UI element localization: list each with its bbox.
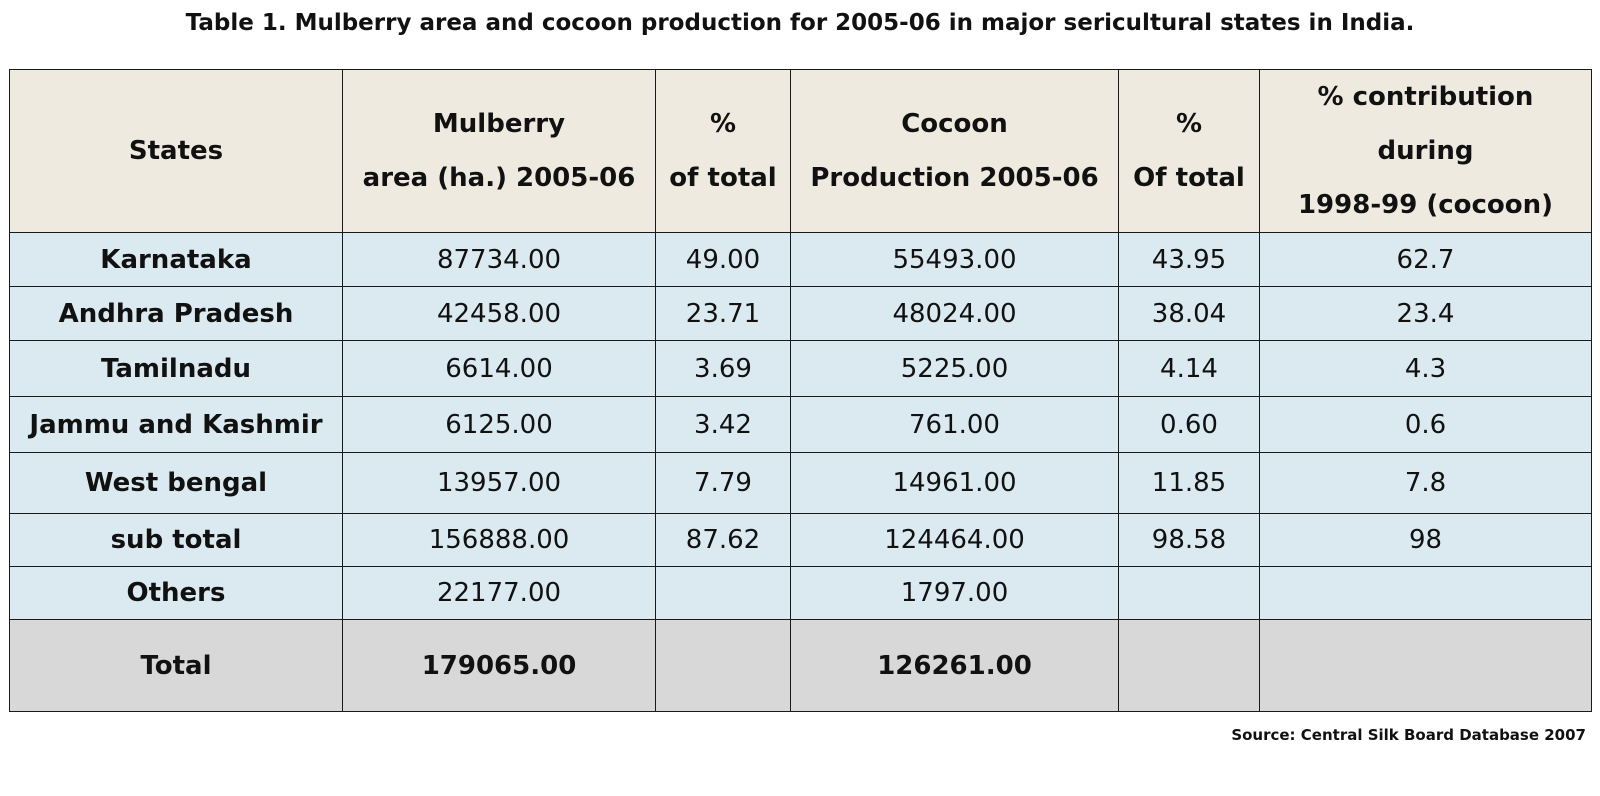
header-text: of total — [669, 163, 777, 193]
total-area-cell: 179065.00 — [342, 619, 656, 712]
contribution-cell: 7.8 — [1259, 452, 1592, 514]
contribution-cell: 62.7 — [1259, 232, 1592, 287]
table-row: Andhra Pradesh 42458.00 23.71 48024.00 3… — [9, 286, 1592, 341]
contribution-cell: 23.4 — [1259, 286, 1592, 341]
cocoon-cell: 55493.00 — [790, 232, 1119, 287]
table-row: Karnataka 87734.00 49.00 55493.00 43.95 … — [9, 232, 1592, 287]
header-text: States — [128, 136, 224, 166]
cocoon-cell: 14961.00 — [790, 452, 1119, 514]
table-title: Table 1. Mulberry area and cocoon produc… — [185, 10, 1415, 36]
cocoon-percent-cell: 98.58 — [1118, 513, 1260, 567]
table-row: sub total 156888.00 87.62 124464.00 98.5… — [9, 513, 1592, 567]
table-row: Jammu and Kashmir 6125.00 3.42 761.00 0.… — [9, 396, 1592, 453]
header-text: 1998-99 (cocoon) — [1297, 190, 1554, 220]
area-percent-cell: 7.79 — [655, 452, 791, 514]
area-percent-cell: 3.69 — [655, 340, 791, 397]
header-cell-contribution: % contribution during 1998-99 (cocoon) — [1259, 69, 1592, 233]
state-cell: Jammu and Kashmir — [9, 396, 343, 453]
header-row: States Mulberry area (ha.) 2005-06 % of … — [9, 69, 1592, 233]
source-note: Source: Central Silk Board Database 2007 — [1231, 726, 1586, 744]
header-text: Production 2005-06 — [810, 163, 1099, 193]
cocoon-cell: 761.00 — [790, 396, 1119, 453]
contribution-cell: 0.6 — [1259, 396, 1592, 453]
area-percent-cell: 49.00 — [655, 232, 791, 287]
state-cell: Others — [9, 566, 343, 620]
contribution-cell — [1259, 566, 1592, 620]
area-cell: 156888.00 — [342, 513, 656, 567]
cocoon-percent-cell: 0.60 — [1118, 396, 1260, 453]
header-cell-area-percent: % of total — [655, 69, 791, 233]
header-text: Cocoon — [901, 109, 1008, 139]
header-text: during — [1377, 136, 1474, 166]
cocoon-cell: 124464.00 — [790, 513, 1119, 567]
area-cell: 42458.00 — [342, 286, 656, 341]
total-cocoon-percent-cell — [1118, 619, 1260, 712]
cocoon-percent-cell — [1118, 566, 1260, 620]
area-cell: 13957.00 — [342, 452, 656, 514]
header-text: % — [709, 109, 737, 139]
total-cocoon-cell: 126261.00 — [790, 619, 1119, 712]
area-percent-cell: 87.62 — [655, 513, 791, 567]
cocoon-cell: 5225.00 — [790, 340, 1119, 397]
header-cell-cocoon-percent: % Of total — [1118, 69, 1260, 233]
table-row: Tamilnadu 6614.00 3.69 5225.00 4.14 4.3 — [9, 340, 1592, 397]
area-cell: 87734.00 — [342, 232, 656, 287]
area-percent-cell: 3.42 — [655, 396, 791, 453]
state-cell: sub total — [9, 513, 343, 567]
header-text: Of total — [1133, 163, 1245, 193]
area-cell: 22177.00 — [342, 566, 656, 620]
area-percent-cell: 23.71 — [655, 286, 791, 341]
cocoon-percent-cell: 38.04 — [1118, 286, 1260, 341]
total-area-percent-cell — [655, 619, 791, 712]
contribution-cell: 4.3 — [1259, 340, 1592, 397]
area-percent-cell — [655, 566, 791, 620]
area-cell: 6125.00 — [342, 396, 656, 453]
header-cell-mulberry-area: Mulberry area (ha.) 2005-06 — [342, 69, 656, 233]
header-text: % contribution — [1317, 82, 1534, 112]
cocoon-percent-cell: 43.95 — [1118, 232, 1260, 287]
cocoon-percent-cell: 4.14 — [1118, 340, 1260, 397]
total-contribution-cell — [1259, 619, 1592, 712]
header-text: Mulberry — [432, 109, 566, 139]
header-cell-cocoon-production: Cocoon Production 2005-06 — [790, 69, 1119, 233]
header-text: % — [1175, 109, 1203, 139]
table-row: West bengal 13957.00 7.79 14961.00 11.85… — [9, 452, 1592, 514]
state-cell: Karnataka — [9, 232, 343, 287]
cocoon-percent-cell: 11.85 — [1118, 452, 1260, 514]
header-cell-states: States — [9, 69, 343, 233]
area-cell: 6614.00 — [342, 340, 656, 397]
header-text: area (ha.) 2005-06 — [362, 163, 636, 193]
data-table: States Mulberry area (ha.) 2005-06 % of … — [9, 69, 1592, 712]
total-row: Total 179065.00 126261.00 — [9, 619, 1592, 712]
total-label-cell: Total — [9, 619, 343, 712]
cocoon-cell: 48024.00 — [790, 286, 1119, 341]
cocoon-cell: 1797.00 — [790, 566, 1119, 620]
state-cell: Tamilnadu — [9, 340, 343, 397]
state-cell: West bengal — [9, 452, 343, 514]
state-cell: Andhra Pradesh — [9, 286, 343, 341]
table-row: Others 22177.00 1797.00 — [9, 566, 1592, 620]
contribution-cell: 98 — [1259, 513, 1592, 567]
